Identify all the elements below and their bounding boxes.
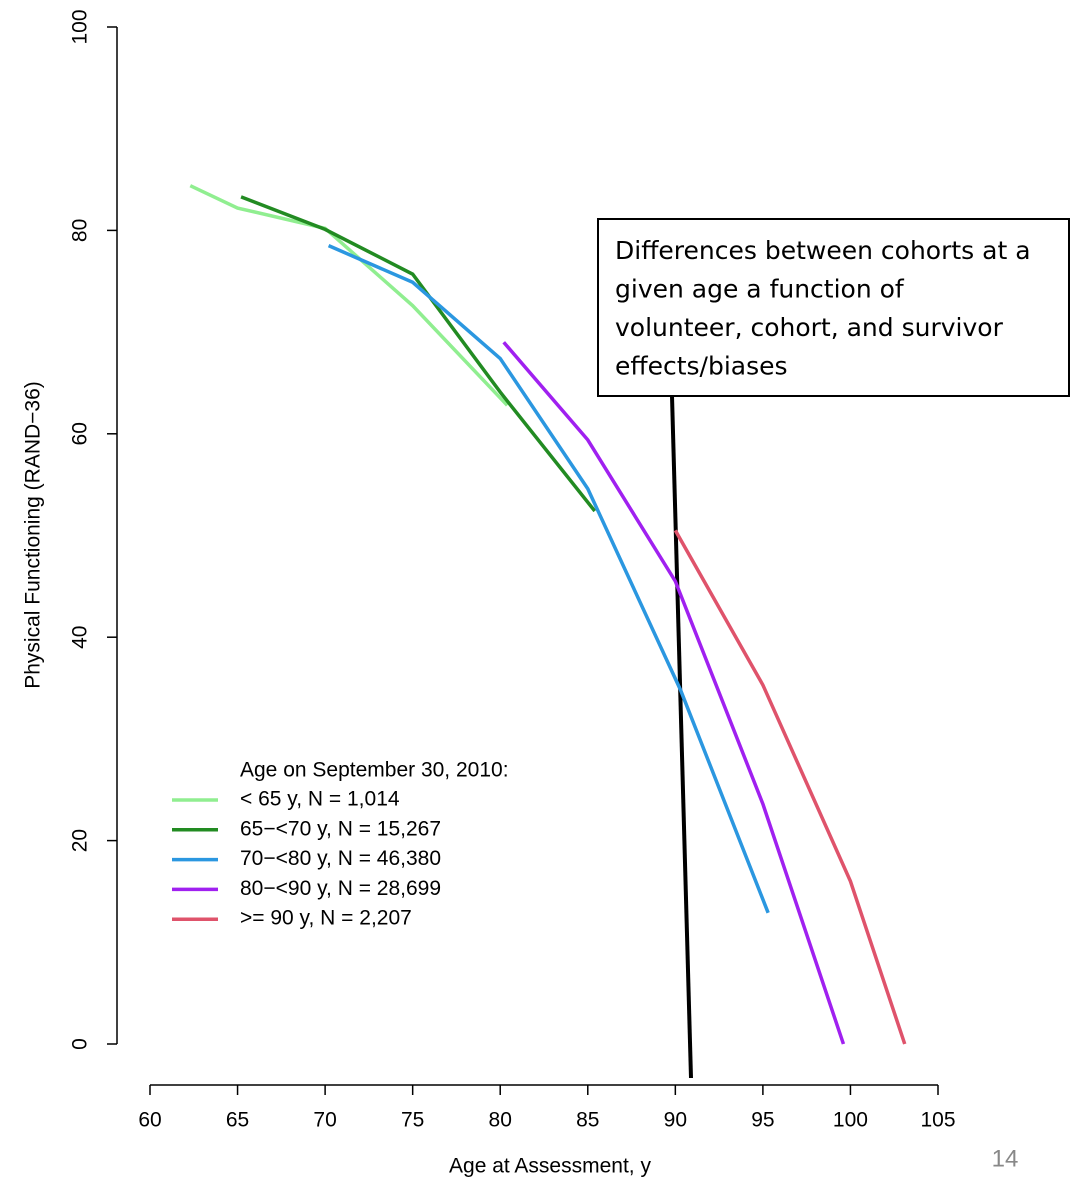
annotation-text: Differences between cohorts at a xyxy=(615,236,1031,265)
series-line xyxy=(189,184,509,407)
y-tick-label: 0 xyxy=(69,1038,92,1050)
x-tick-label: 85 xyxy=(576,1109,599,1132)
series-line xyxy=(502,341,846,1045)
annotation-text: volunteer, cohort, and survivor xyxy=(615,313,1004,342)
legend-label: < 65 y, N = 1,014 xyxy=(240,788,400,811)
series-line xyxy=(673,529,907,1045)
annotation-text: given age a function of xyxy=(615,275,905,304)
y-tick-label: 40 xyxy=(69,626,92,649)
x-tick-label: 95 xyxy=(751,1109,774,1132)
series-line xyxy=(327,244,770,914)
x-tick-label: 70 xyxy=(313,1109,336,1132)
y-tick-label: 80 xyxy=(69,219,92,242)
x-tick-label: 100 xyxy=(833,1109,868,1132)
x-tick-label: 65 xyxy=(226,1109,249,1132)
annotation-text: effects/biases xyxy=(615,352,788,381)
legend-label: >= 90 y, N = 2,207 xyxy=(240,907,412,930)
x-tick-label: 75 xyxy=(401,1109,424,1132)
legend-label: 70−<80 y, N = 46,380 xyxy=(240,847,441,870)
y-axis-label: Physical Functioning (RAND−36) xyxy=(22,381,45,689)
y-tick-label: 20 xyxy=(69,829,92,852)
annotation-box xyxy=(597,218,1070,397)
y-tick-label: 100 xyxy=(69,9,92,44)
x-axis-label: Age at Assessment, y xyxy=(449,1155,651,1178)
x-tick-label: 90 xyxy=(664,1109,687,1132)
page-number: 14 xyxy=(992,1145,1019,1172)
legend-title: Age on September 30, 2010: xyxy=(240,759,509,782)
annotation-pointer xyxy=(670,395,693,1079)
legend-label: 65−<70 y, N = 15,267 xyxy=(240,817,441,840)
legend-label: 80−<90 y, N = 28,699 xyxy=(240,877,441,900)
series-line xyxy=(240,195,597,513)
y-tick-label: 60 xyxy=(69,422,92,445)
x-tick-label: 80 xyxy=(489,1109,512,1132)
x-tick-label: 105 xyxy=(920,1109,955,1132)
x-tick-label: 60 xyxy=(138,1109,161,1132)
